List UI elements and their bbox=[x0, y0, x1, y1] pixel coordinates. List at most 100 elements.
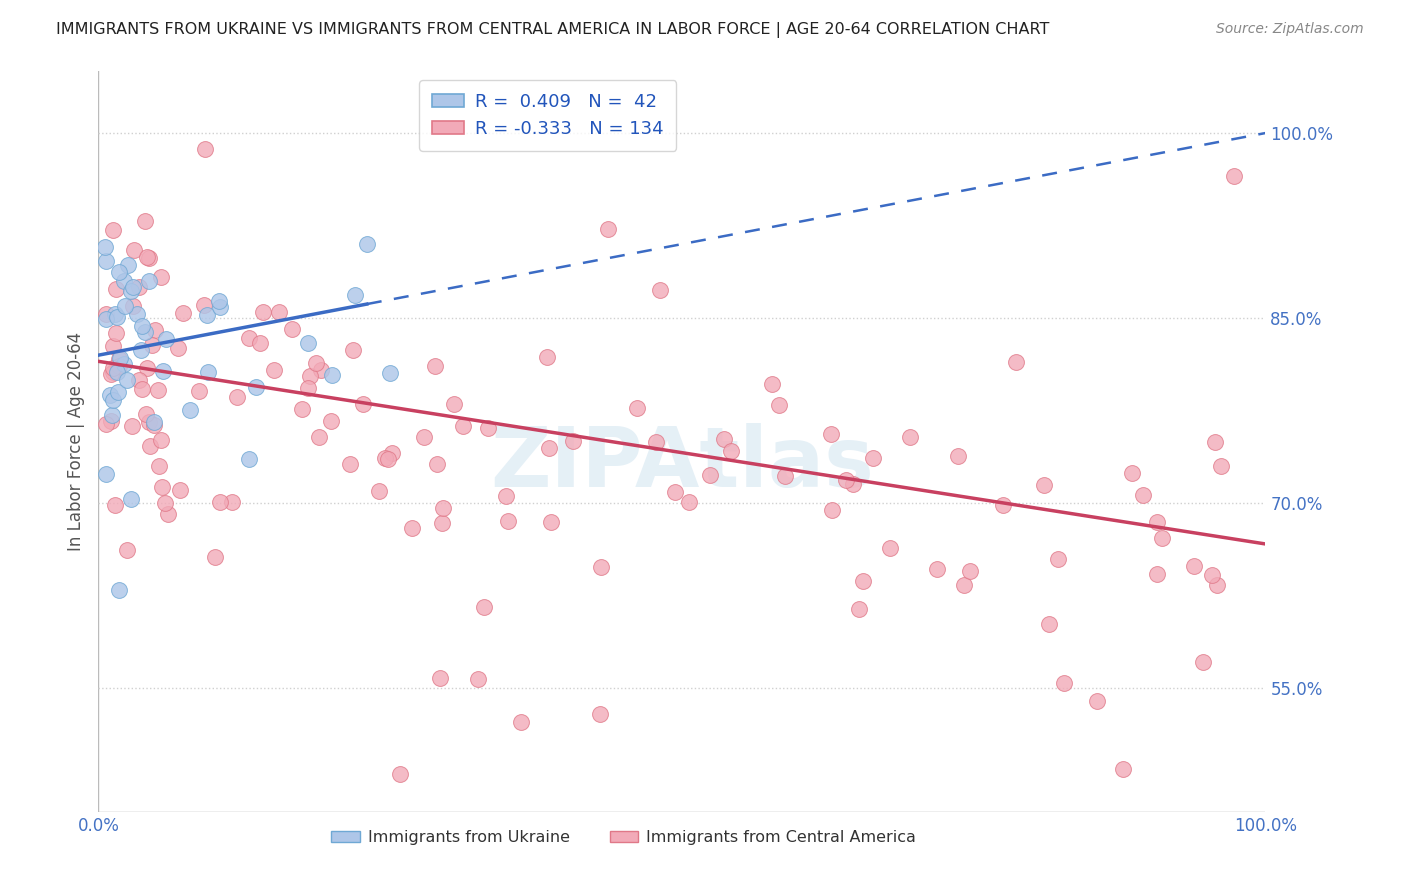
Point bbox=[105, 326, 128, 340]
Point bbox=[105, 282, 128, 296]
Point bbox=[835, 473, 858, 487]
Point bbox=[193, 298, 215, 312]
Point bbox=[141, 338, 163, 352]
Point bbox=[128, 280, 150, 294]
Point bbox=[249, 336, 271, 351]
Point bbox=[1146, 515, 1168, 529]
Point bbox=[650, 283, 672, 297]
Point bbox=[124, 243, 146, 257]
Point bbox=[134, 214, 156, 228]
Point bbox=[195, 308, 218, 322]
Point bbox=[339, 457, 361, 471]
Point bbox=[149, 434, 172, 448]
Point bbox=[108, 264, 131, 278]
Point bbox=[188, 384, 211, 398]
Point bbox=[96, 311, 118, 326]
Point bbox=[107, 310, 129, 324]
Point bbox=[148, 459, 170, 474]
Y-axis label: In Labor Force | Age 20-64: In Labor Force | Age 20-64 bbox=[66, 332, 84, 551]
Point bbox=[108, 359, 131, 373]
Point bbox=[352, 397, 374, 411]
Point bbox=[179, 402, 201, 417]
Point bbox=[496, 515, 519, 529]
Point bbox=[145, 323, 167, 337]
Point bbox=[477, 421, 499, 435]
Point bbox=[596, 222, 619, 236]
Point bbox=[1085, 694, 1108, 708]
Point bbox=[100, 414, 122, 428]
Point bbox=[1038, 616, 1060, 631]
Point bbox=[101, 223, 124, 237]
Point bbox=[94, 417, 117, 431]
Point bbox=[135, 250, 157, 264]
Point bbox=[108, 351, 131, 365]
Point bbox=[862, 450, 884, 465]
Point bbox=[1206, 578, 1229, 592]
Legend: Immigrants from Ukraine, Immigrants from Central America: Immigrants from Ukraine, Immigrants from… bbox=[325, 824, 922, 852]
Point bbox=[156, 507, 179, 521]
Point bbox=[1053, 675, 1076, 690]
Point bbox=[298, 368, 321, 383]
Point bbox=[1112, 762, 1135, 776]
Point bbox=[1047, 551, 1070, 566]
Point bbox=[122, 299, 145, 313]
Point bbox=[263, 363, 285, 377]
Point bbox=[238, 331, 260, 345]
Point bbox=[297, 336, 319, 351]
Point bbox=[991, 498, 1014, 512]
Point bbox=[107, 385, 129, 400]
Point bbox=[252, 305, 274, 319]
Point bbox=[380, 366, 402, 380]
Point bbox=[538, 441, 561, 455]
Point bbox=[953, 578, 976, 592]
Point bbox=[761, 377, 783, 392]
Point bbox=[108, 582, 131, 597]
Point bbox=[311, 363, 333, 377]
Point bbox=[429, 671, 451, 685]
Point bbox=[425, 359, 447, 374]
Point bbox=[96, 467, 118, 482]
Point bbox=[139, 439, 162, 453]
Point bbox=[946, 450, 969, 464]
Point bbox=[1201, 567, 1223, 582]
Point bbox=[842, 476, 865, 491]
Point bbox=[131, 318, 153, 333]
Point bbox=[467, 672, 489, 686]
Point bbox=[207, 293, 229, 308]
Point bbox=[291, 402, 314, 417]
Point bbox=[152, 364, 174, 378]
Point bbox=[426, 457, 449, 471]
Point bbox=[297, 381, 319, 395]
Point bbox=[107, 351, 129, 366]
Point bbox=[238, 452, 260, 467]
Point bbox=[1204, 435, 1226, 450]
Point bbox=[959, 564, 981, 578]
Point bbox=[1152, 531, 1174, 545]
Point bbox=[1209, 458, 1232, 473]
Point bbox=[138, 415, 160, 429]
Text: Source: ZipAtlas.com: Source: ZipAtlas.com bbox=[1216, 22, 1364, 37]
Point bbox=[381, 446, 404, 460]
Point bbox=[194, 142, 217, 156]
Point bbox=[112, 358, 135, 372]
Point bbox=[267, 304, 290, 318]
Point bbox=[128, 373, 150, 387]
Point bbox=[1121, 466, 1143, 480]
Point bbox=[495, 489, 517, 503]
Point bbox=[117, 258, 139, 272]
Point bbox=[129, 343, 152, 357]
Point bbox=[121, 418, 143, 433]
Point bbox=[374, 450, 396, 465]
Point bbox=[245, 379, 267, 393]
Point bbox=[1005, 355, 1028, 369]
Point bbox=[104, 499, 127, 513]
Point bbox=[138, 274, 160, 288]
Point bbox=[121, 280, 143, 294]
Point bbox=[720, 443, 742, 458]
Point bbox=[589, 560, 612, 574]
Point bbox=[100, 368, 122, 382]
Point bbox=[927, 561, 949, 575]
Point bbox=[127, 307, 149, 321]
Point bbox=[321, 368, 343, 382]
Point bbox=[699, 467, 721, 482]
